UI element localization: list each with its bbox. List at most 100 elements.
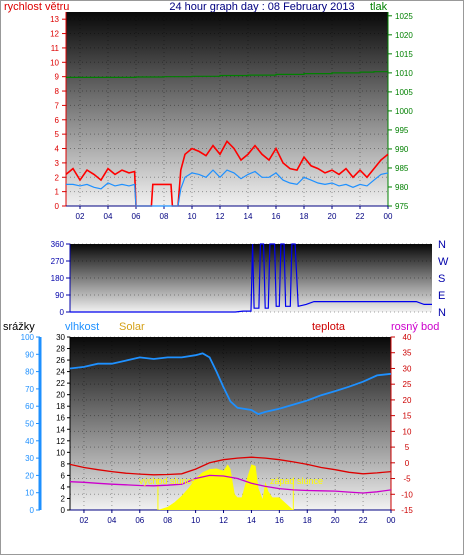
wind-plot-area [66,12,388,206]
time-tick-label: 06 [132,212,141,221]
wind-speed-axis-label: rychlost větru [4,1,69,13]
temperature-tick-label: -15 [401,506,413,515]
pressure-tick-label: 975 [395,202,409,211]
compass-tick-label: N [438,239,446,251]
humidity-tick-label: 30 [56,333,65,342]
rain-tick-label: 10 [25,489,34,498]
solar-label: Solar [119,321,145,333]
compass-tick-label: E [438,290,445,302]
temperature-axis: -15 -10 -5 0 5 10 15 20 25 30 35 40 [390,333,413,515]
pressure-axis: 975 980 985 990 995 1000 1005 1010 1015 1020 1025 [387,12,413,211]
temperature-tick-label: 5 [405,443,410,452]
time-tick-label: 22 [356,212,365,221]
humidity-tick-label: 14 [56,425,65,434]
pressure-tick-label: 1025 [395,12,413,21]
time-axis: 02 04 06 08 10 12 14 16 18 20 22 00 [66,205,393,221]
temperature-tick-label: 25 [403,380,412,389]
pressure-tick-label: 1015 [395,50,413,59]
humidity-tick-label: 2 [61,494,66,503]
time-tick-label: 14 [247,516,256,525]
rain-tick-label: 70 [25,385,34,394]
dew-point-line [69,474,392,494]
rain-tick-label: 20 [25,471,34,480]
humidity-tick-label: 18 [56,402,65,411]
temperature-line [69,456,392,476]
temperature-humidity-chart: srážky vlhkost Solar teplota rosný bod 0… [3,321,439,525]
compass-tick-label: W [438,256,449,268]
temperature-tick-label: 0 [405,459,410,468]
pressure-tick-label: 980 [395,183,409,192]
compass-tick-label: N [438,307,446,319]
wind-speed-tick-label: 1 [55,188,60,197]
rain-tick-label: 40 [25,437,34,446]
time-tick-label: 04 [104,212,113,221]
time-tick-label: 10 [191,516,200,525]
wind-speed-tick-label: 7 [55,101,60,110]
temperature-tick-label: 20 [403,396,412,405]
temperature-tick-label: 15 [403,412,412,421]
humidity-tick-label: 24 [56,368,65,377]
time-tick-label: 02 [80,516,89,525]
rain-axis: 0 10 20 30 40 50 60 70 80 90 100 [21,333,42,515]
humidity-tick-label: 26 [56,356,65,365]
humidity-tick-label: 16 [56,414,65,423]
wind-speed-tick-label: 10 [50,58,59,67]
humidity-tick-label: 6 [61,471,66,480]
humidity-axis-label: vlhkost [65,321,99,333]
wind-direction-line [70,243,432,313]
time-tick-label: 08 [160,212,169,221]
speed-line [66,169,389,207]
time-tick-label: 16 [272,212,281,221]
temperature-tick-label: -5 [403,475,411,484]
wind-speed-tick-label: 4 [55,145,60,154]
wind-speed-tick-label: 2 [55,173,60,182]
humidity-tick-label: 20 [56,391,65,400]
dew-point-axis-label: rosný bod [391,321,439,333]
time-tick-label: 02 [76,212,85,221]
time-tick-label: 06 [135,516,144,525]
time-tick-label: 00 [387,516,396,525]
time-tick-label: 10 [188,212,197,221]
direction-degree-axis: 0 90 180 270 360 [51,240,71,317]
direction-tick-label: 270 [51,257,65,266]
rain-tick-label: 80 [25,368,34,377]
temperature-tick-label: 10 [403,427,412,436]
rain-tick-label: 90 [25,350,34,359]
rain-tick-label: 100 [21,333,35,342]
wind-speed-tick-label: 8 [55,87,60,96]
pressure-tick-label: 995 [395,126,409,135]
time-tick-label: 20 [328,212,337,221]
rain-tick-label: 0 [30,506,35,515]
humidity-tick-label: 12 [56,437,65,446]
wind-speed-tick-label: 5 [55,130,60,139]
humidity-tick-label: 4 [61,483,66,492]
time-tick-label: 08 [163,516,172,525]
direction-series [70,243,432,313]
time-tick-label: 14 [244,212,253,221]
time-tick-label: 04 [107,516,116,525]
time-tick-label: 22 [359,516,368,525]
time-tick-label: 12 [216,212,225,221]
rain-tick-label: 60 [25,402,34,411]
pressure-axis-label: tlak [370,1,388,13]
wind-speed-tick-label: 0 [55,202,60,211]
temperature-tick-label: -10 [401,490,413,499]
rain-axis-label: srážky [3,321,35,333]
pressure-line [66,70,389,78]
temperature-series [69,352,392,510]
humidity-tick-label: 8 [61,460,66,469]
humidity-tick-label: 0 [61,506,66,515]
wind-speed-tick-label: 12 [50,30,59,39]
time-tick-label: 00 [384,212,393,221]
direction-tick-label: 180 [51,274,65,283]
pressure-tick-label: 1010 [395,69,413,78]
temperature-tick-label: 40 [403,333,412,342]
sunrise-annotation: východ slunce [139,476,196,486]
time-tick-label: 18 [300,212,309,221]
direction-tick-label: 0 [60,308,65,317]
compass-tick-label: S [438,273,445,285]
pressure-tick-label: 990 [395,145,409,154]
